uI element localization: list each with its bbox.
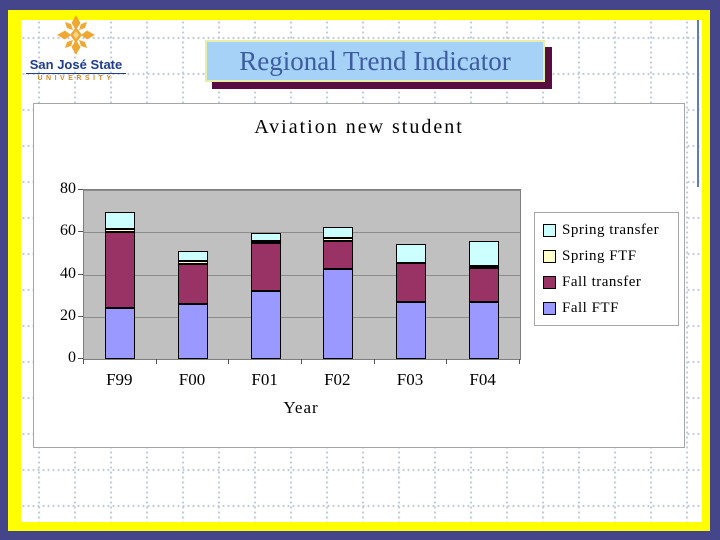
bar-segment — [178, 304, 208, 359]
legend-item: Spring transfer — [543, 222, 678, 239]
bar-segment — [105, 212, 136, 230]
x-axis-tick — [301, 359, 302, 364]
legend-swatch — [543, 249, 556, 263]
bar-segment — [396, 262, 426, 302]
x-axis-title: Year — [283, 398, 319, 417]
bar-segment — [105, 308, 136, 359]
y-axis-label-80: 80 — [60, 180, 76, 197]
legend-label: Spring FTF — [562, 247, 637, 264]
legend-item: Fall FTF — [543, 300, 678, 317]
bar-segment — [105, 232, 136, 309]
x-axis-tick — [446, 359, 448, 364]
x-axis-tick — [83, 359, 84, 364]
chart-legend: Spring transfer Spring FTF Fall transfer Fa… — [534, 212, 679, 326]
bar-segment — [323, 237, 354, 241]
legend-label: Fall transfer — [562, 273, 642, 290]
x-axis-label-F00: F00 — [178, 370, 206, 389]
bar-segment — [178, 251, 208, 261]
bar-segment — [323, 269, 354, 359]
bar-segment — [178, 260, 208, 264]
logo-name: San José State — [29, 57, 123, 72]
sjsu-emblem-icon — [57, 15, 95, 55]
legend-swatch — [543, 301, 556, 315]
y-axis-tick — [78, 273, 83, 275]
legend-swatch — [543, 223, 556, 237]
bar-segment — [396, 301, 426, 359]
gridline-60 — [84, 232, 520, 234]
bar-segment — [468, 268, 499, 302]
x-axis-label-F03: F03 — [396, 370, 424, 389]
bar-segment — [250, 233, 281, 241]
bar-segment — [250, 242, 281, 292]
y-axis-label-0: 0 — [68, 349, 76, 366]
bar-F03 — [396, 243, 426, 359]
bar-F99 — [105, 212, 136, 359]
bar-segment — [468, 266, 499, 269]
bar-F02 — [323, 226, 354, 359]
bar-F04 — [468, 240, 499, 359]
gridline-20 — [84, 316, 520, 318]
bar-segment — [468, 240, 499, 267]
x-axis-label-F02: F02 — [324, 370, 351, 389]
legend-label: Spring transfer — [562, 221, 660, 238]
sjsu-logo: San José State UNIVERSITY — [26, 14, 126, 82]
bar-segment — [323, 240, 354, 270]
y-axis-label-60: 60 — [60, 222, 76, 240]
logo-university-label: UNIVERSITY — [26, 73, 126, 82]
y-axis-tick — [78, 231, 83, 233]
y-axis-label-20: 20 — [60, 306, 76, 324]
bar-segment — [178, 263, 208, 305]
plot-area — [83, 189, 521, 360]
y-axis-tick — [78, 315, 83, 317]
legend-label: Fall FTF — [562, 299, 619, 316]
bar-F00 — [178, 251, 208, 359]
chart-box: Aviation new student 0 20 40 60 80 F99 F00 F01 F… — [33, 103, 685, 448]
bar-segment — [250, 240, 281, 243]
legend-item: Spring FTF — [543, 248, 678, 265]
bar-segment — [250, 291, 281, 359]
page-title: Regional Trend Indicator — [239, 45, 511, 76]
vertical-accent-line — [697, 20, 699, 187]
bar-segment — [468, 301, 499, 359]
gridline-80 — [84, 190, 520, 191]
bar-segment — [105, 229, 136, 233]
x-axis-label-F01: F01 — [251, 370, 278, 389]
y-axis-label-40: 40 — [60, 264, 76, 282]
x-axis-label-F99: F99 — [106, 370, 133, 389]
y-axis-tick — [78, 189, 83, 190]
bar-segment — [396, 243, 426, 263]
y-axis-tick — [78, 358, 83, 359]
bar-F01 — [250, 233, 281, 359]
x-axis-tick — [228, 359, 230, 364]
legend-item: Fall transfer — [543, 274, 678, 291]
chart-title: Aviation new student — [254, 116, 464, 138]
x-axis-label-F04: F04 — [469, 370, 496, 389]
x-axis-tick — [155, 359, 157, 364]
x-axis-tick — [373, 359, 375, 364]
x-axis-tick — [519, 359, 520, 364]
gridline-40 — [84, 274, 520, 276]
legend-swatch — [543, 275, 556, 289]
title-banner: Regional Trend Indicator — [205, 40, 545, 82]
bar-segment — [323, 226, 354, 238]
